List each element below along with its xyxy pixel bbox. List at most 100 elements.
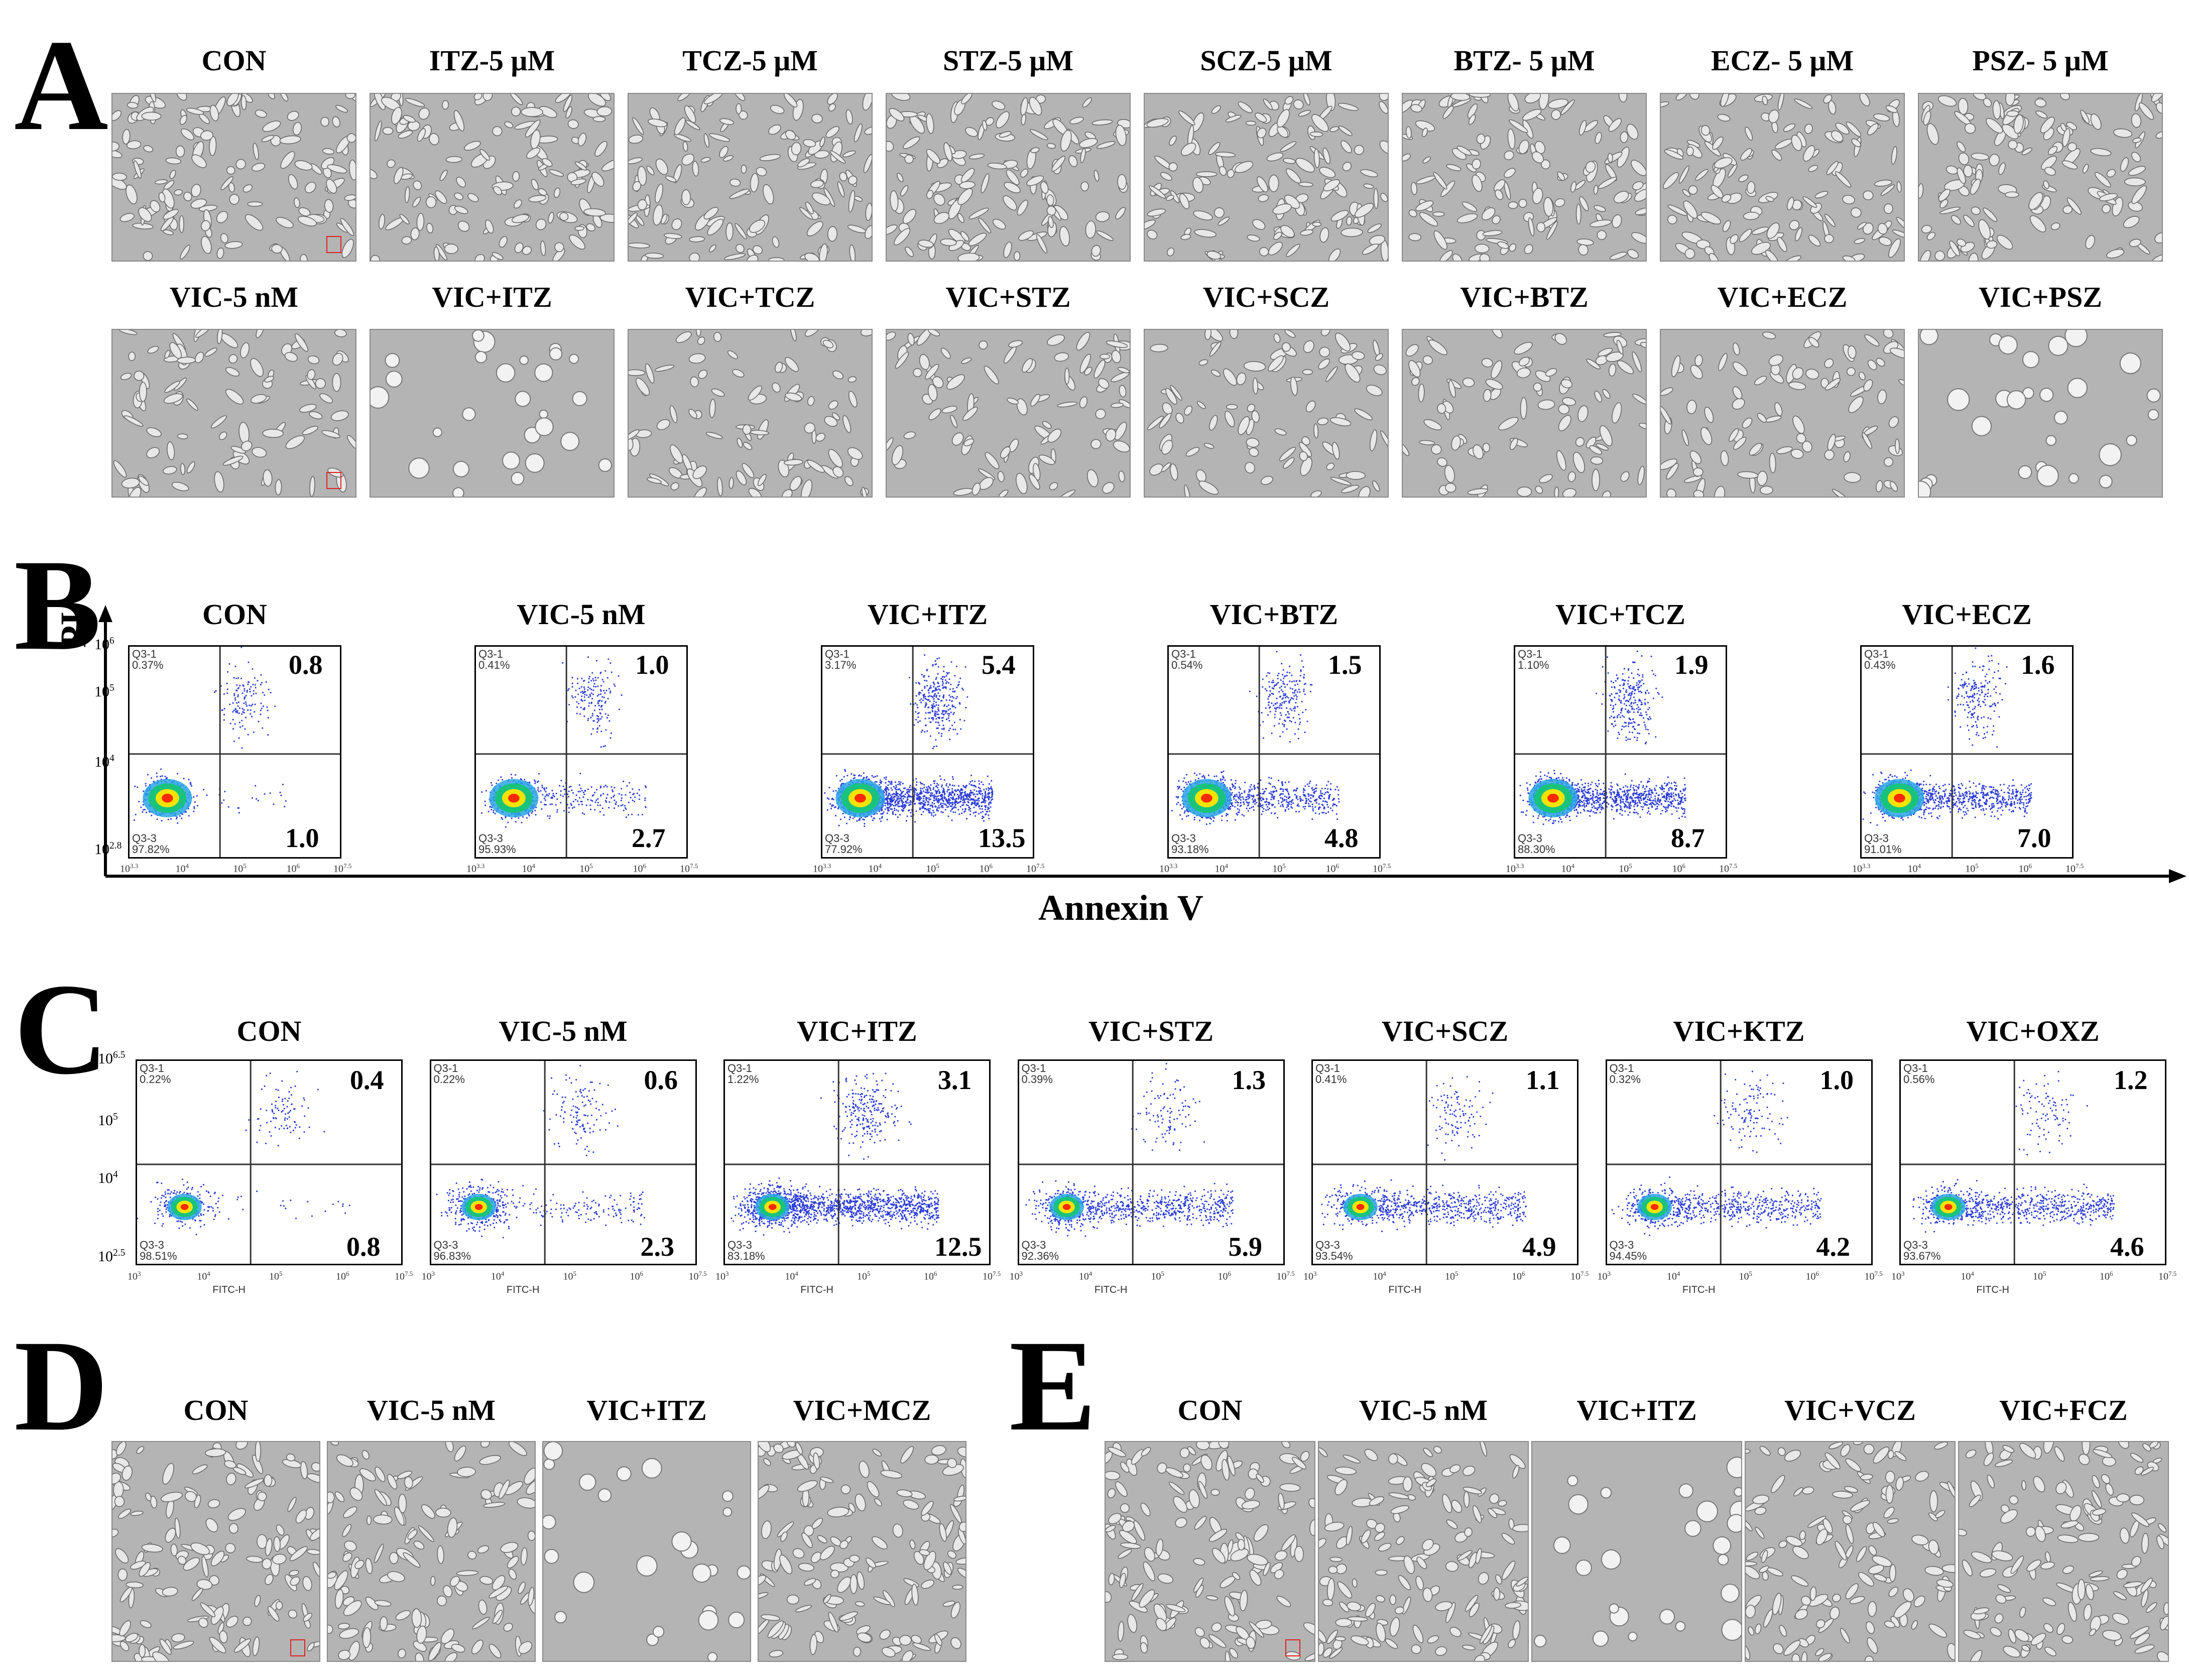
quadrant-name-ll: Q3-3 (825, 832, 849, 845)
scale-bar (1285, 1639, 1300, 1656)
x-tick-label: 105 (233, 862, 247, 875)
quadrant-percent-ul: 0.37% (132, 659, 164, 671)
micrograph-image (1105, 1441, 1315, 1662)
x-tick-label: 107.5 (1719, 862, 1738, 875)
panel-a-label: TCZ-5 μM (682, 44, 818, 77)
panel-a-label: ECZ- 5 μM (1711, 44, 1854, 77)
y-tick-label: 102.8 (94, 841, 122, 858)
panel-e-label: VIC-5 nM (1359, 1394, 1488, 1426)
x-tick-label: 106 (335, 1270, 349, 1282)
quadrant-value-lr: 13.5 (978, 823, 1026, 853)
x-tick-label: 105 (1272, 862, 1286, 875)
quadrant-value-ur: 1.0 (635, 650, 669, 680)
x-axis-label-fitc: FITC-H (1094, 1284, 1128, 1295)
micrograph-image (370, 329, 615, 498)
quadrant-name-ll: Q3-3 (1903, 1239, 1928, 1251)
x-tick-label: 106 (633, 862, 647, 875)
panel-letter-b: B (14, 533, 101, 677)
quadrant-name-ll: Q3-3 (1315, 1239, 1340, 1251)
x-tick-label: 106 (2018, 862, 2032, 875)
x-tick-label: 107.5 (688, 1270, 707, 1282)
flow-plot-title: VIC+KTZ (1673, 1015, 1805, 1047)
panel-e-label: CON (1177, 1394, 1243, 1426)
panel-a-label: VIC+SCZ (1202, 281, 1330, 313)
micrograph-image (111, 329, 356, 498)
panel-d-label: VIC+MCZ (793, 1394, 931, 1426)
x-axis-label-fitc: FITC-H (800, 1284, 833, 1295)
flow-plot-title: VIC+BTZ (1209, 598, 1339, 631)
flow-plot-title: VIC+ECZ (1902, 598, 2032, 631)
panel-d-label: CON (183, 1394, 249, 1426)
flow-cytometry-plot (128, 645, 341, 859)
micrograph-image (1660, 329, 1905, 498)
panel-e-label: VIC+ITZ (1576, 1394, 1697, 1426)
flow-plot-title: VIC+OXZ (1966, 1015, 2100, 1047)
quadrant-name-ul: Q3-1 (727, 1062, 752, 1074)
micrograph-image (1958, 1441, 2169, 1662)
x-tick-label: 104 (1961, 1270, 1974, 1282)
flow-cytometry-plot (1167, 645, 1381, 859)
quadrant-name-ll: Q3-3 (1021, 1239, 1046, 1251)
x-axis-label-fitc: FITC-H (1976, 1284, 2009, 1295)
quadrant-percent-ul: 0.41% (478, 659, 510, 671)
x-tick-label: 103.3 (120, 862, 139, 875)
quadrant-value-lr: 1.0 (285, 823, 319, 853)
micrograph-image (1144, 93, 1389, 262)
quadrant-percent-ll: 88.30% (1518, 843, 1555, 856)
panel-letter-d: D (14, 1313, 108, 1458)
x-tick-label: 107.5 (333, 862, 352, 875)
quadrant-name-ll: Q3-3 (1609, 1239, 1634, 1251)
x-tick-label: 105 (926, 862, 939, 875)
quadrant-value-lr: 0.8 (346, 1232, 381, 1262)
quadrant-percent-ll: 93.18% (1171, 843, 1209, 856)
quadrant-name-ll: Q3-3 (132, 832, 157, 845)
quadrant-value-ur: 1.1 (1526, 1065, 1560, 1095)
x-tick-label: 107.5 (2065, 862, 2084, 875)
x-tick-label: 106 (1325, 862, 1340, 875)
quadrant-name-ul: Q3-1 (1315, 1062, 1340, 1074)
x-tick-label: 107.5 (680, 862, 698, 875)
x-tick-label: 104 (1373, 1270, 1386, 1282)
flow-plot-title: VIC+STZ (1088, 1015, 1214, 1047)
quadrant-percent-ul: 3.17% (825, 659, 857, 671)
quadrant-percent-ul: 0.32% (1609, 1073, 1641, 1086)
flow-cytometry-plot (474, 645, 688, 859)
scale-bar (290, 1639, 305, 1656)
flow-cytometry-plot (136, 1059, 403, 1265)
x-tick-label: 103 (1009, 1270, 1023, 1282)
x-tick-label: 103.3 (1159, 862, 1178, 875)
x-tick-label: 107.5 (1373, 862, 1391, 875)
quadrant-name-ll: Q3-3 (1864, 832, 1889, 845)
flow-plot-title: VIC-5 nM (517, 598, 646, 631)
x-tick-label: 106 (286, 862, 300, 875)
micrograph-image (542, 1441, 751, 1662)
quadrant-value-ur: 5.4 (982, 650, 1016, 680)
x-tick-label: 103 (1303, 1270, 1317, 1282)
panel-a-label: VIC-5 nM (169, 281, 299, 313)
y-axis-title-pi: PI (53, 612, 93, 648)
quadrant-name-ul: Q3-1 (1903, 1062, 1928, 1074)
panel-letter-e: E (1009, 1313, 1097, 1458)
x-tick-label: 105 (1965, 862, 1979, 875)
micrograph-image (1918, 93, 2163, 262)
quadrant-name-ul: Q3-1 (1021, 1062, 1046, 1074)
micrograph-image (886, 93, 1131, 262)
panel-a-label: VIC+TCZ (685, 281, 815, 313)
quadrant-percent-ul: 0.56% (1903, 1073, 1935, 1086)
quadrant-value-lr: 4.8 (1324, 823, 1359, 853)
panel-a-label: VIC+STZ (945, 281, 1071, 313)
quadrant-percent-ul: 0.39% (1021, 1073, 1053, 1086)
quadrant-name-ll: Q3-3 (140, 1239, 164, 1251)
flow-cytometry-plot (1605, 1059, 1873, 1265)
quadrant-value-lr: 7.0 (2017, 823, 2051, 853)
panel-letter-c: C (14, 957, 108, 1102)
x-axis-title-annexin-v: Annexin V (1038, 888, 1203, 928)
quadrant-percent-ll: 93.67% (1903, 1250, 1941, 1262)
micrograph-image (327, 1441, 536, 1662)
flow-plot-title: CON (202, 598, 267, 631)
y-tick-label: 102.5 (98, 1247, 126, 1265)
quadrant-value-lr: 2.3 (640, 1232, 675, 1262)
quadrant-percent-ll: 83.18% (727, 1250, 765, 1262)
flow-cytometry-plot (1899, 1059, 2166, 1265)
quadrant-name-ul: Q3-1 (1518, 648, 1542, 660)
